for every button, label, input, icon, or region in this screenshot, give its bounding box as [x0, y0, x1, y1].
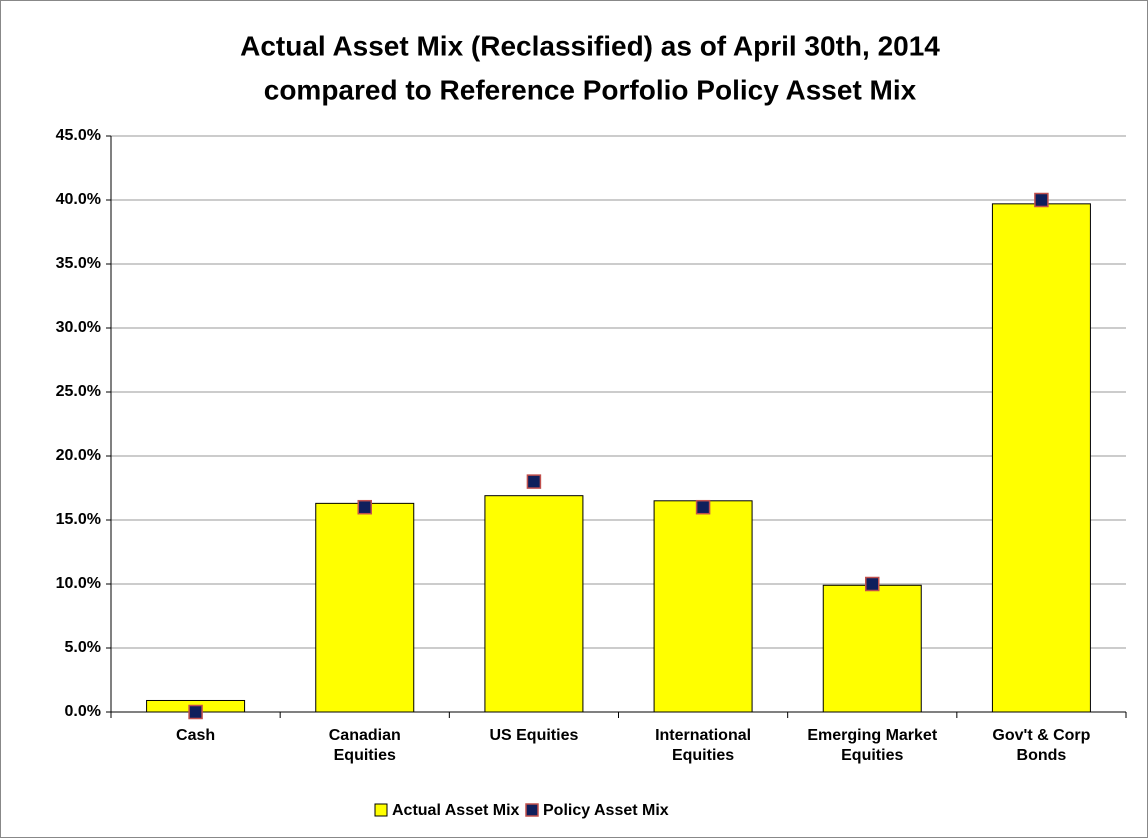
- y-tick-label: 35.0%: [56, 255, 101, 272]
- marker: [865, 576, 880, 592]
- marker: [526, 474, 542, 489]
- legend-label: Policy Asset Mix: [543, 802, 669, 819]
- marker: [695, 499, 711, 515]
- x-tick-label: Canadian Equities: [328, 727, 401, 764]
- y-tick-label: 20.0%: [56, 447, 101, 464]
- bar: [484, 495, 584, 713]
- bar: [315, 502, 415, 713]
- marker: [357, 499, 372, 515]
- legend-swatch: [525, 803, 539, 817]
- y-tick-label: 5.0%: [65, 639, 101, 656]
- x-tick-label: Cash: [176, 727, 216, 744]
- y-tick-label: 40.0%: [56, 191, 101, 208]
- marker: [1034, 192, 1049, 208]
- x-tick-label: Emerging Market Equities: [807, 727, 938, 764]
- y-tick-label: 45.0%: [56, 127, 101, 144]
- legend-swatch: [374, 803, 388, 817]
- y-tick-label: 0.0%: [65, 703, 101, 720]
- chart-title: Actual Asset Mix (Reclassified) as of Ap…: [240, 30, 940, 61]
- bar: [822, 584, 922, 713]
- chart-title: compared to Reference Porfolio Policy As…: [264, 74, 917, 105]
- marker: [188, 704, 203, 720]
- y-tick-label: 30.0%: [56, 319, 101, 336]
- legend-label: Actual Asset Mix: [392, 802, 520, 819]
- y-tick-label: 10.0%: [56, 575, 101, 592]
- x-tick-label: US Equities: [489, 727, 579, 744]
- y-tick-label: 15.0%: [56, 511, 101, 528]
- bar: [653, 500, 753, 713]
- x-tick-label: Gov't & Corp Bonds: [992, 727, 1091, 764]
- y-tick-label: 25.0%: [56, 383, 101, 400]
- bar: [991, 203, 1091, 713]
- x-tick-label: International Equities: [655, 727, 752, 764]
